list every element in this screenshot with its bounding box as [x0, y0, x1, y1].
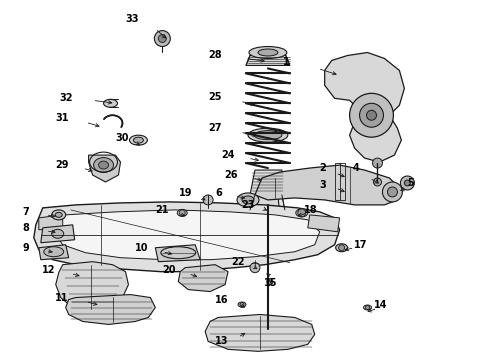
Text: 6: 6	[215, 188, 222, 198]
Polygon shape	[205, 315, 315, 351]
Polygon shape	[255, 165, 399, 205]
Polygon shape	[56, 210, 319, 260]
Text: 12: 12	[42, 265, 56, 275]
Circle shape	[360, 103, 384, 127]
Text: 28: 28	[208, 50, 222, 60]
Circle shape	[250, 263, 260, 273]
Text: 32: 32	[59, 93, 73, 103]
Polygon shape	[34, 202, 340, 272]
Circle shape	[366, 306, 369, 310]
Polygon shape	[56, 262, 128, 311]
Ellipse shape	[52, 229, 64, 238]
Ellipse shape	[129, 135, 147, 145]
Polygon shape	[41, 225, 74, 243]
Polygon shape	[250, 195, 285, 210]
Polygon shape	[39, 215, 63, 230]
Text: 10: 10	[135, 243, 148, 253]
Circle shape	[367, 110, 376, 120]
Text: 11: 11	[55, 293, 69, 302]
Circle shape	[400, 176, 415, 190]
Text: 17: 17	[354, 240, 368, 250]
Text: 25: 25	[209, 92, 222, 102]
Circle shape	[373, 178, 382, 186]
Text: 8: 8	[22, 223, 29, 233]
Ellipse shape	[296, 209, 308, 217]
Text: 1: 1	[283, 58, 290, 67]
Text: 13: 13	[215, 336, 228, 346]
Circle shape	[383, 182, 402, 202]
Text: 4: 4	[353, 163, 360, 173]
Ellipse shape	[55, 212, 62, 217]
Polygon shape	[246, 55, 290, 66]
Ellipse shape	[177, 210, 187, 216]
Circle shape	[158, 35, 166, 42]
Circle shape	[267, 279, 273, 285]
Ellipse shape	[249, 46, 287, 58]
Polygon shape	[178, 265, 228, 292]
Text: 24: 24	[221, 150, 235, 160]
Text: 16: 16	[215, 294, 228, 305]
Text: 27: 27	[209, 123, 222, 133]
Polygon shape	[325, 53, 404, 162]
Ellipse shape	[237, 193, 259, 207]
Text: 7: 7	[22, 207, 29, 217]
Circle shape	[179, 210, 185, 216]
Text: 15: 15	[265, 278, 278, 288]
Text: 9: 9	[22, 243, 29, 253]
Ellipse shape	[258, 49, 278, 56]
Polygon shape	[308, 215, 340, 232]
Polygon shape	[66, 294, 155, 324]
Polygon shape	[250, 170, 285, 195]
Ellipse shape	[242, 196, 254, 204]
Circle shape	[339, 245, 344, 251]
Ellipse shape	[133, 137, 144, 143]
Ellipse shape	[98, 161, 108, 169]
Text: 19: 19	[179, 188, 192, 198]
Circle shape	[404, 180, 410, 186]
Text: 29: 29	[55, 160, 69, 170]
Text: 20: 20	[162, 265, 175, 275]
Text: 2: 2	[319, 163, 326, 173]
Ellipse shape	[103, 99, 118, 107]
Polygon shape	[89, 155, 121, 182]
Circle shape	[298, 209, 306, 217]
Text: 33: 33	[125, 14, 138, 24]
Ellipse shape	[364, 305, 371, 310]
Polygon shape	[39, 245, 69, 260]
Polygon shape	[256, 195, 280, 215]
Text: 30: 30	[115, 133, 128, 143]
Ellipse shape	[254, 131, 282, 140]
Ellipse shape	[94, 158, 114, 172]
Ellipse shape	[238, 302, 246, 307]
Circle shape	[203, 195, 213, 205]
Ellipse shape	[336, 244, 347, 252]
Text: 22: 22	[231, 257, 245, 267]
Circle shape	[154, 31, 171, 46]
Ellipse shape	[248, 128, 288, 142]
Circle shape	[349, 93, 393, 137]
Text: 3: 3	[319, 180, 326, 190]
Text: 14: 14	[374, 300, 388, 310]
Text: 5: 5	[408, 178, 415, 188]
Circle shape	[372, 158, 383, 168]
Ellipse shape	[52, 210, 66, 220]
Circle shape	[240, 302, 244, 306]
Text: 18: 18	[304, 205, 318, 215]
Ellipse shape	[44, 247, 64, 257]
Text: 21: 21	[155, 205, 168, 215]
Text: 26: 26	[224, 170, 238, 180]
Circle shape	[388, 187, 397, 197]
Polygon shape	[155, 245, 200, 262]
Text: 31: 31	[55, 113, 69, 123]
Text: 23: 23	[242, 200, 255, 210]
